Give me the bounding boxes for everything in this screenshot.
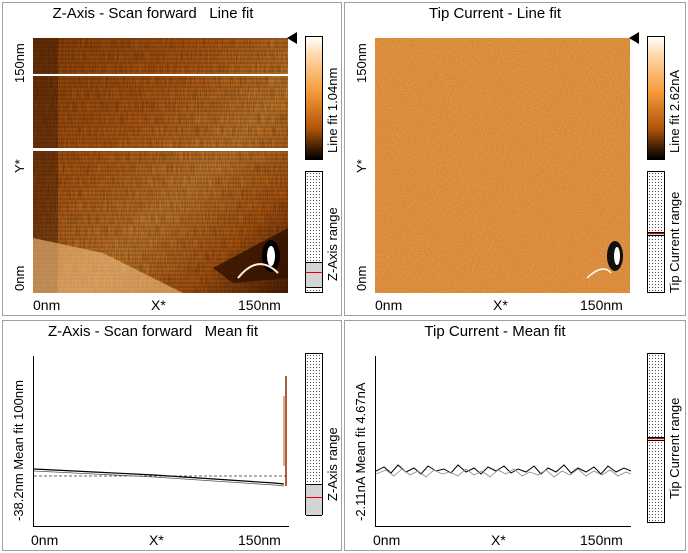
range-label: Tip Current range	[667, 191, 682, 293]
tip-current-image[interactable]	[375, 38, 630, 293]
x-axis-label: X*	[149, 532, 164, 548]
x-tick-left: 0nm	[33, 297, 61, 313]
x-tick-right: 150nm	[580, 532, 623, 548]
x-tick-right: 150nm	[580, 297, 623, 313]
z-axis-profile-plot[interactable]	[33, 356, 289, 527]
range-label: Z-Axis range	[325, 427, 340, 501]
tip-current-profile-svg	[375, 464, 632, 478]
y-axis-label: Y*	[354, 159, 369, 173]
y-tick-bottom: 0nm	[12, 265, 27, 291]
colorbar	[305, 36, 323, 160]
pointer-triangle-icon[interactable]	[287, 32, 297, 44]
x-tick-left: 0nm	[375, 297, 403, 313]
x-axis-label: X*	[491, 532, 506, 548]
tip-current-range-bar[interactable]	[647, 353, 665, 523]
y-axis-label: -38.2nm Mean fit 100nm	[11, 380, 26, 521]
range-marker	[648, 233, 664, 234]
z-axis-line-fit-panel: Z-Axis - Scan forward Line fit	[2, 2, 342, 316]
panel-title: Z-Axis - Scan forward Line fit	[52, 5, 254, 22]
tip-current-svg	[375, 38, 630, 293]
z-axis-profile-svg	[33, 376, 289, 487]
range-window[interactable]	[306, 484, 322, 516]
x-axis-label: X*	[151, 297, 166, 313]
x-tick-right: 150nm	[238, 532, 281, 548]
y-tick-bottom: 0nm	[354, 265, 369, 291]
range-marker	[306, 497, 322, 498]
panel-title: Z-Axis - Scan forward Mean fit	[47, 323, 259, 340]
colorbar-label: Line fit 1.04nm	[325, 67, 340, 153]
range-window[interactable]	[306, 262, 322, 288]
panel-title: Tip Current - Mean fit	[424, 323, 566, 340]
z-axis-mean-fit-panel: Z-Axis - Scan forward Mean fit -38.2nm M…	[2, 320, 342, 551]
x-tick-left: 0nm	[31, 532, 59, 548]
range-marker	[306, 272, 322, 273]
tip-current-range-bar[interactable]	[647, 171, 665, 293]
z-axis-range-bar[interactable]	[305, 171, 323, 293]
y-axis-label: Y*	[12, 159, 27, 173]
tip-current-line-fit-panel: Tip Current - Line fit 150nm Y* 0nm 0nm …	[344, 2, 686, 316]
panel-title: Tip Current - Line fit	[429, 5, 561, 22]
tip-current-mean-fit-panel: Tip Current - Mean fit -2.11nA Mean fit …	[344, 320, 686, 551]
colorbar-label: Line fit 2.62nA	[667, 69, 682, 153]
tip-current-profile-plot[interactable]	[375, 356, 632, 527]
x-axis-label: X*	[493, 297, 508, 313]
range-window[interactable]	[648, 232, 664, 236]
range-window[interactable]	[648, 437, 664, 441]
range-marker	[648, 438, 664, 439]
colorbar	[647, 36, 665, 160]
range-label: Tip Current range	[667, 397, 682, 499]
z-axis-topography-svg	[33, 38, 288, 293]
pointer-triangle-icon[interactable]	[629, 32, 639, 44]
range-label: Z-Axis range	[325, 207, 340, 281]
z-axis-range-bar[interactable]	[305, 353, 323, 516]
x-tick-right: 150nm	[238, 297, 281, 313]
y-tick-top: 150nm	[354, 43, 369, 83]
y-tick-top: 150nm	[12, 43, 27, 83]
x-tick-left: 0nm	[373, 532, 401, 548]
z-axis-image[interactable]	[33, 38, 288, 293]
y-axis-label: -2.11nA Mean fit 4.67nA	[353, 382, 368, 521]
